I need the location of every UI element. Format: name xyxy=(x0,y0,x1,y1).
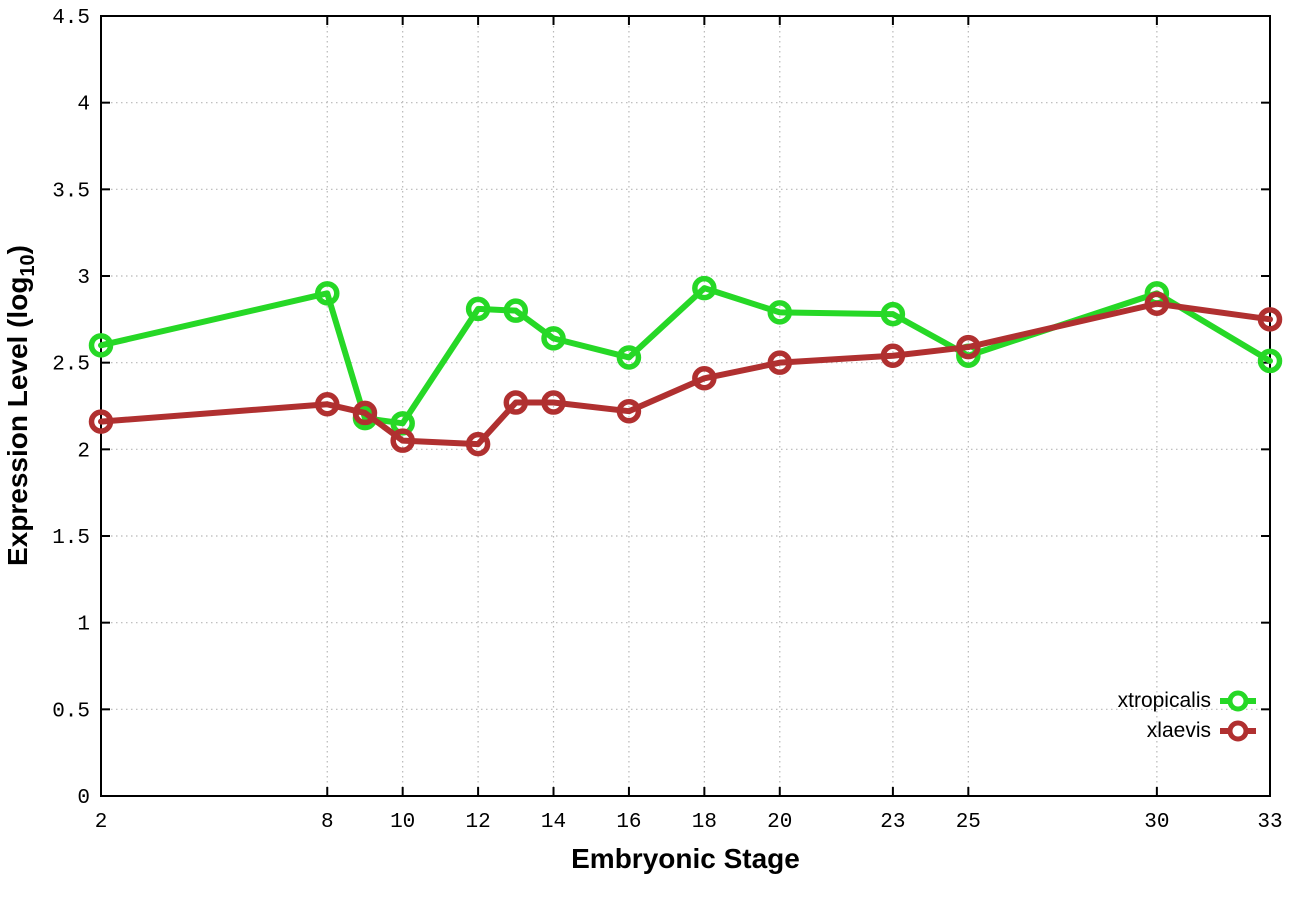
y-tick-label: 0.5 xyxy=(52,700,90,723)
data-point-xlaevis xyxy=(1257,307,1283,332)
legend-marker-xlaevis-icon xyxy=(1220,720,1256,742)
x-tick-label: 33 xyxy=(1257,811,1282,834)
data-point-xlaevis xyxy=(503,390,529,415)
y-tick-label: 2.5 xyxy=(52,354,90,377)
x-tick-label: 23 xyxy=(880,811,905,834)
x-tick-label: 10 xyxy=(390,811,415,834)
data-point-xtropicalis xyxy=(465,296,491,322)
data-point-xlaevis xyxy=(1144,291,1170,316)
data-point-xtropicalis xyxy=(767,300,793,325)
legend-marker-xtropicalis-icon xyxy=(1220,690,1256,712)
data-point-xlaevis xyxy=(541,390,566,415)
legend-label-xlaevis: xlaevis xyxy=(1146,719,1211,742)
data-point-xtropicalis xyxy=(88,333,114,358)
legend-item-xtropicalis: xtropicalis xyxy=(1118,686,1256,716)
x-tick-label: 20 xyxy=(767,811,792,834)
data-point-xtropicalis xyxy=(503,298,529,323)
x-tick-label: 2 xyxy=(95,811,108,834)
legend: xtropicalis xlaevis xyxy=(1118,686,1256,746)
x-tick-label: 25 xyxy=(956,811,981,834)
x-tick-label: 8 xyxy=(321,811,334,834)
data-point-xtropicalis xyxy=(315,281,340,306)
x-axis-title: Embryonic Stage xyxy=(571,843,800,874)
y-tick-label: 3.5 xyxy=(52,180,90,203)
x-tick-label: 16 xyxy=(616,811,641,834)
series-line-xtropicalis xyxy=(98,285,1273,427)
x-tick-label: 30 xyxy=(1144,811,1169,834)
y-tick-label: 0 xyxy=(77,787,90,810)
data-point-xlaevis xyxy=(616,398,642,424)
x-tick-label: 14 xyxy=(541,811,566,834)
series-line-xlaevis xyxy=(98,300,1273,448)
data-point-xlaevis xyxy=(352,400,378,426)
y-axis-title-suffix: ) xyxy=(2,245,33,255)
y-tick-label: 1.5 xyxy=(52,527,90,550)
data-point-xtropicalis xyxy=(1257,348,1283,374)
x-tick-label: 18 xyxy=(692,811,717,834)
data-point-xlaevis xyxy=(390,428,415,453)
data-point-xlaevis xyxy=(88,409,114,434)
data-point-xlaevis xyxy=(315,392,340,417)
data-point-xtropicalis xyxy=(616,345,642,370)
legend-item-xlaevis: xlaevis xyxy=(1147,716,1256,746)
data-point-xtropicalis xyxy=(692,275,717,301)
y-axis-title: Expression Level (log10) xyxy=(2,15,44,796)
data-point-xtropicalis xyxy=(541,326,566,351)
y-axis-title-prefix: Expression Level (log xyxy=(2,276,33,566)
y-tick-label: 4.5 xyxy=(52,7,90,30)
y-tick-label: 4 xyxy=(77,94,90,117)
plot-border xyxy=(100,15,1271,797)
data-point-xlaevis xyxy=(767,350,793,375)
data-point-xlaevis xyxy=(880,343,906,368)
data-point-xlaevis xyxy=(692,366,717,391)
data-point-xtropicalis xyxy=(880,301,906,327)
y-tick-label: 1 xyxy=(77,614,90,637)
y-tick-label: 2 xyxy=(77,440,90,463)
legend-label-xtropicalis: xtropicalis xyxy=(1117,689,1211,712)
data-point-xlaevis xyxy=(956,334,981,360)
y-tick-label: 3 xyxy=(77,267,90,290)
x-tick-label: 12 xyxy=(465,811,490,834)
y-axis-title-subscript: 10 xyxy=(17,254,39,277)
data-point-xlaevis xyxy=(465,431,491,457)
